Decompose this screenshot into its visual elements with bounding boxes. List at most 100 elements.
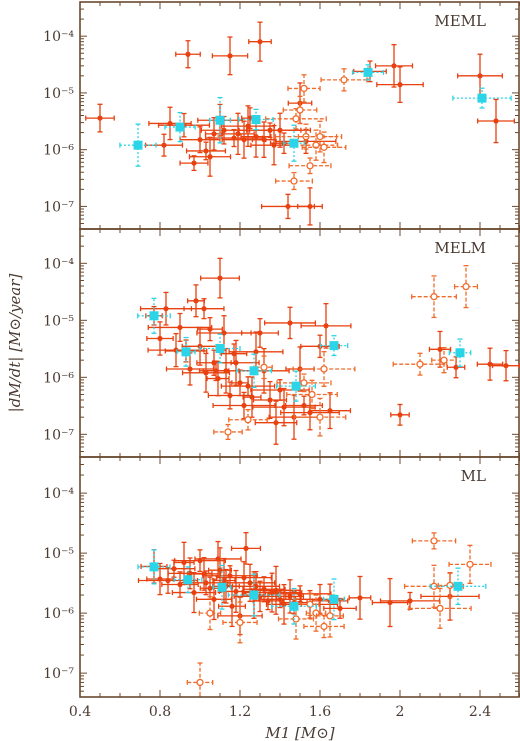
data-marker-open [320,365,328,373]
data-marker [245,383,251,389]
y-tick-label: 10⁻⁶ [43,370,74,386]
data-marker-open [308,390,316,399]
data-marker [273,420,279,426]
y-tick-label: 10⁻⁷ [43,666,74,682]
y-tick-label: 10⁻⁴ [43,29,74,45]
data-marker [221,330,227,336]
average-marker [175,122,185,132]
data-marker [323,323,329,329]
data-marker-open [292,615,300,623]
panel-label: MELM [434,239,486,257]
data-marker-open [416,360,424,368]
panel-ml: 10⁻⁷ 10⁻⁶ 10⁻⁵ 10⁻⁴ ML [43,456,520,698]
data-marker [171,566,177,572]
data-points [137,257,520,445]
average-marker [215,115,225,125]
data-marker-open [340,76,348,84]
x-tick-label: 1.2 [229,704,251,720]
data-marker [215,375,221,382]
average-marker [183,575,193,585]
data-marker [157,335,163,342]
y-tick-label: 10⁻⁷ [43,427,74,443]
data-marker-open [300,84,308,93]
data-marker [207,326,213,332]
data-marker [267,397,273,403]
data-marker-open [316,413,324,421]
data-marker-open [224,428,232,436]
data-marker [197,137,203,143]
data-marker [261,586,267,592]
panel-label: ML [461,467,486,485]
x-tick-label: 1.6 [309,704,331,720]
data-marker [301,402,307,409]
average-marker [453,581,463,591]
data-marker [235,131,241,137]
data-marker [187,366,193,372]
data-marker [307,203,313,210]
average-marker [251,115,261,125]
data-marker [437,346,443,352]
average-marker [215,344,225,354]
data-marker [229,603,235,609]
average-marker [249,590,259,600]
average-marker [477,93,487,103]
data-marker [237,380,243,386]
data-marker [217,567,223,573]
average-marker [133,140,143,150]
data-marker [247,580,253,586]
data-marker [503,363,509,369]
data-marker-open [306,162,314,170]
data-marker [257,330,263,336]
data-marker [287,320,293,326]
data-marker-open [320,143,328,151]
data-marker-open [292,115,300,123]
average-marker [455,348,465,358]
data-marker [233,360,239,366]
panel-meml: 10⁻⁷ 10⁻⁶ 10⁻⁵ 10⁻⁴ MEML [43,1,520,230]
data-marker-open [196,678,204,687]
data-marker [233,588,239,595]
data-marker-open [440,356,448,364]
average-marker [329,594,339,604]
data-marker [277,127,283,133]
data-marker [297,591,303,597]
data-marker-open [236,618,244,627]
average-marker [291,381,301,391]
data-marker [253,583,259,589]
data-points [137,532,492,697]
data-marker-open [430,293,438,301]
panel-label: MEML [434,12,486,30]
y-axis-label: |dM/dt| [M⊙/year] [6,274,24,413]
panel-melm: 10⁻⁷ 10⁻⁶ 10⁻⁵ 10⁻⁴ MELM [43,228,520,458]
y-tick-label: 10⁻⁵ [43,313,74,329]
data-marker-open [300,379,308,387]
y-tick-label: 10⁻⁶ [43,606,74,622]
data-marker [357,595,363,601]
data-marker [493,118,499,124]
data-marker [241,575,247,581]
data-marker-open [320,622,328,631]
data-marker [407,598,413,604]
data-marker [227,53,233,59]
y-tick-label: 10⁻⁷ [43,199,74,215]
data-marker-open [260,363,268,371]
data-marker [277,387,283,393]
data-marker [211,131,217,137]
data-marker [257,39,263,45]
x-axis-label: M1 [M⊙] [264,724,334,741]
data-marker [97,115,103,121]
data-marker [191,589,197,596]
data-marker [207,154,213,160]
data-marker [253,349,259,355]
data-marker [163,306,169,312]
data-marker-open [430,537,438,545]
data-marker-open [296,106,304,114]
x-tick-label: 0.4 [69,704,91,720]
x-tick-label: 2 [396,704,405,720]
data-marker-open [316,132,324,141]
data-marker [193,298,199,304]
data-marker [245,123,251,129]
average-marker [329,341,339,351]
y-tick-label: 10⁻⁴ [43,256,74,272]
data-marker [211,596,217,602]
